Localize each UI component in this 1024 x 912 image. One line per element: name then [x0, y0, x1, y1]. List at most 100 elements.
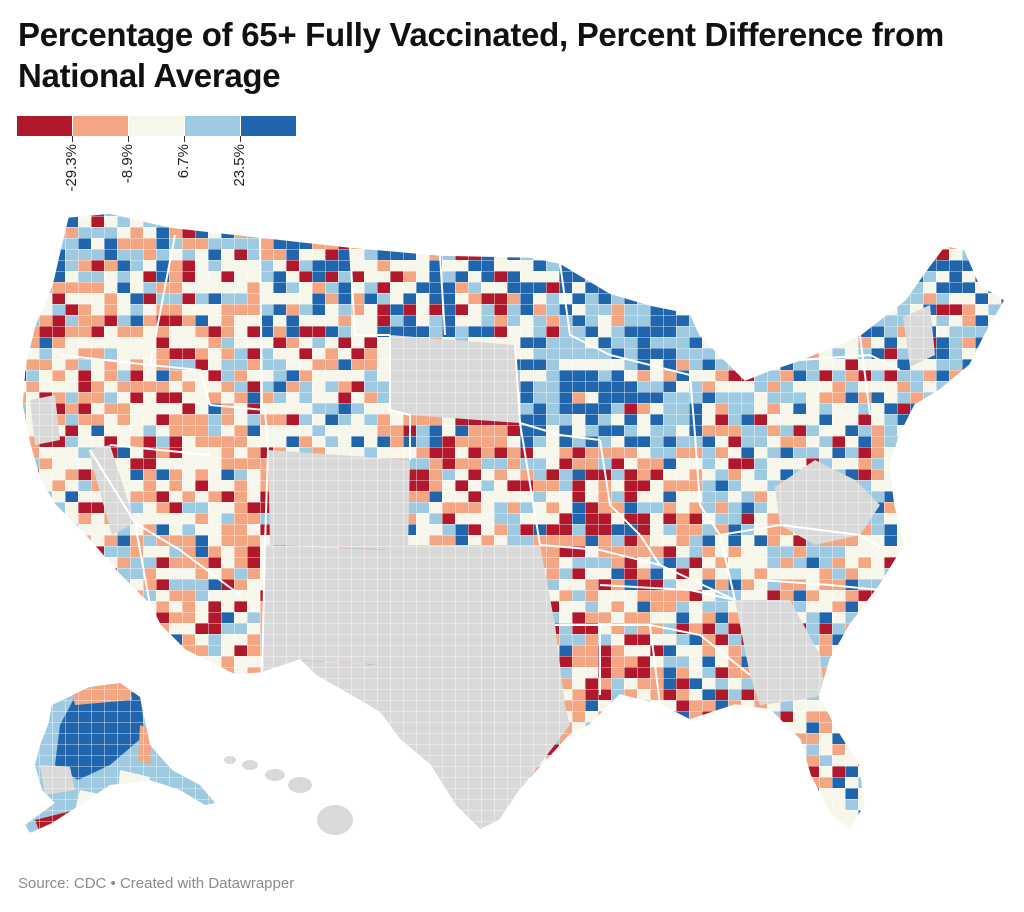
- county-cell: [611, 810, 624, 821]
- county-cell: [780, 337, 793, 348]
- county-cell: [728, 304, 741, 315]
- county-cell: [663, 766, 676, 777]
- county-cell: [819, 227, 832, 238]
- county-cell: [871, 645, 884, 656]
- county-cell: [884, 755, 897, 766]
- county-cell: [546, 832, 559, 843]
- county-cell: [650, 293, 663, 304]
- county-cell: [728, 315, 741, 326]
- county-cell: [416, 821, 429, 830]
- county-cell: [884, 799, 897, 810]
- county-cell: [52, 213, 65, 216]
- county-cell: [715, 249, 728, 260]
- county-cell: [13, 832, 26, 843]
- county-cell: [416, 777, 429, 788]
- county-cell: [39, 843, 52, 854]
- county-cell: [286, 722, 299, 733]
- county-cell: [299, 678, 312, 689]
- county-cell: [26, 304, 39, 315]
- county-cell: [988, 689, 1001, 700]
- county-cell: [22, 447, 26, 458]
- county-cell: [715, 304, 728, 315]
- county-cell: [624, 271, 637, 282]
- county-cell: [936, 788, 949, 799]
- county-cell: [845, 227, 858, 238]
- county-cell: [819, 843, 832, 854]
- county-cell: [429, 810, 442, 821]
- county-cell: [429, 238, 442, 249]
- county-cell: [208, 689, 221, 700]
- county-cell: [728, 238, 741, 249]
- county-cell: [1001, 810, 1005, 821]
- county-cell: [741, 260, 754, 271]
- county-cell: [221, 832, 234, 843]
- county-cell: [949, 513, 962, 524]
- county-cell: [676, 293, 689, 304]
- county-cell: [585, 810, 598, 821]
- county-cell: [806, 249, 819, 260]
- county-cell: [767, 271, 780, 282]
- county-cell: [195, 667, 208, 678]
- county-cell: [702, 271, 715, 282]
- county-cell: [39, 213, 52, 216]
- county-cell: [104, 623, 117, 634]
- county-cell: [585, 213, 598, 216]
- county-cell: [260, 213, 273, 216]
- county-cell: [351, 711, 364, 722]
- county-cell: [1014, 755, 1024, 766]
- county-cell: [585, 777, 598, 788]
- county-cell: [884, 832, 897, 843]
- county-cell: [936, 623, 949, 634]
- county-cell: [26, 579, 39, 590]
- county-cell: [520, 238, 533, 249]
- county-cell: [91, 832, 104, 843]
- county-cell: [676, 810, 689, 821]
- county-cell: [962, 392, 975, 403]
- county-cell: [377, 843, 390, 854]
- county-cell: [208, 711, 221, 722]
- county-cell: [65, 568, 78, 579]
- county-cell: [806, 282, 819, 293]
- county-cell: [689, 799, 702, 810]
- state-borders: [59, 234, 901, 706]
- county-cell: [26, 260, 39, 271]
- county-cell: [234, 711, 247, 722]
- county-cell: [299, 766, 312, 777]
- county-cell: [208, 810, 221, 821]
- county-cell: [1014, 689, 1024, 700]
- county-cell: [858, 854, 871, 855]
- county-cell: [182, 667, 195, 678]
- county-cell: [793, 821, 806, 830]
- county-cell: [1014, 469, 1024, 480]
- county-cell: [559, 249, 572, 260]
- county-cell: [858, 722, 871, 733]
- county-cell: [702, 249, 715, 260]
- county-cell: [0, 502, 13, 513]
- county-cell: [741, 722, 754, 733]
- county-cell: [962, 755, 975, 766]
- county-cell: [0, 821, 13, 832]
- county-cell: [624, 766, 637, 777]
- county-cell: [533, 810, 546, 821]
- county-cell: [312, 744, 325, 755]
- county-cell: [1001, 480, 1005, 491]
- county-cell: [741, 227, 754, 238]
- county-cell: [975, 447, 988, 458]
- county-cell: [338, 722, 351, 733]
- county-cell: [78, 854, 91, 855]
- county-cell: [260, 227, 273, 238]
- county-cell: [650, 821, 663, 830]
- county-cell: [858, 832, 871, 843]
- county-cell: [533, 227, 546, 238]
- county-cell: [312, 755, 325, 766]
- county-cell: [1014, 777, 1024, 788]
- county-cell: [195, 689, 208, 700]
- county-cell: [767, 722, 780, 733]
- county-cell: [0, 634, 13, 645]
- county-cell: [806, 271, 819, 282]
- county-cell: [936, 645, 949, 656]
- county-cell: [91, 821, 104, 830]
- county-cell: [624, 777, 637, 788]
- county-cell: [390, 832, 403, 843]
- county-cell: [572, 249, 585, 260]
